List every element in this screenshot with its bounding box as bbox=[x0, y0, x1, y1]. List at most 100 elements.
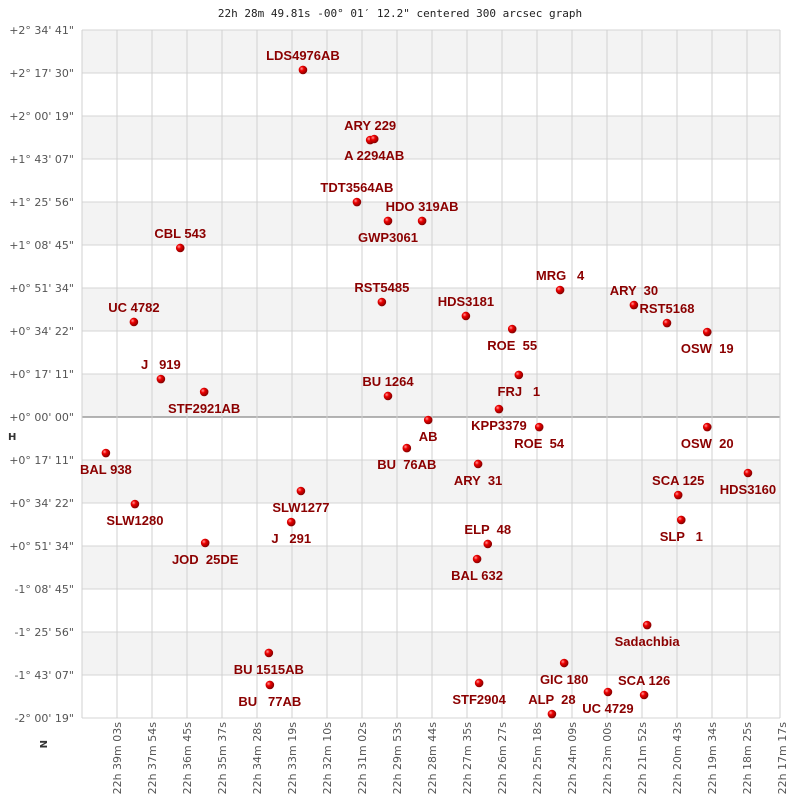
star[interactable]: RST5168 bbox=[640, 301, 695, 328]
star[interactable]: ROE 54 bbox=[514, 422, 565, 451]
star[interactable]: ARY 30 bbox=[610, 283, 658, 310]
star[interactable]: OSW 20 bbox=[681, 422, 734, 451]
star-marker[interactable] bbox=[702, 327, 712, 337]
star-marker[interactable] bbox=[175, 243, 185, 253]
star[interactable]: TDT3564AB bbox=[320, 180, 393, 207]
star[interactable]: STF2921AB bbox=[168, 387, 240, 416]
star-marker[interactable] bbox=[676, 515, 686, 525]
star-marker[interactable] bbox=[555, 285, 565, 295]
star-marker[interactable] bbox=[402, 443, 412, 453]
star[interactable]: SCA 125 bbox=[652, 473, 704, 500]
star[interactable]: SLW1280 bbox=[106, 499, 163, 528]
star-marker[interactable] bbox=[474, 678, 484, 688]
star-marker[interactable] bbox=[423, 415, 433, 425]
row-band bbox=[82, 503, 780, 546]
star[interactable]: RST5485 bbox=[354, 280, 409, 307]
star[interactable]: GWP3061 bbox=[358, 216, 418, 245]
star-marker[interactable] bbox=[507, 324, 517, 334]
star[interactable]: UC 4729 bbox=[582, 687, 634, 716]
star[interactable]: SLP 1 bbox=[660, 515, 703, 544]
star[interactable]: HDS3160 bbox=[720, 468, 776, 497]
star[interactable]: BU 77AB bbox=[238, 680, 301, 709]
x-tick-label: 22h 36m 45s bbox=[181, 722, 194, 795]
star[interactable]: MRG 4 bbox=[536, 268, 585, 295]
y-tick-label: +0° 00' 00" bbox=[9, 411, 74, 424]
star-marker[interactable] bbox=[673, 490, 683, 500]
row-band bbox=[82, 675, 780, 718]
star-marker[interactable] bbox=[642, 620, 652, 630]
star-marker[interactable] bbox=[298, 65, 308, 75]
star-marker[interactable] bbox=[265, 680, 275, 690]
star-marker[interactable] bbox=[264, 648, 274, 658]
star-marker[interactable] bbox=[639, 690, 649, 700]
star-marker[interactable] bbox=[559, 658, 569, 668]
star[interactable]: KPP3379 bbox=[471, 404, 527, 433]
star[interactable]: HDS3181 bbox=[438, 294, 494, 321]
x-tick-label: 22h 23m 00s bbox=[601, 722, 614, 795]
star[interactable]: FRJ 1 bbox=[498, 370, 541, 399]
star-marker[interactable] bbox=[461, 311, 471, 321]
star-marker[interactable] bbox=[129, 317, 139, 327]
star-marker[interactable] bbox=[514, 370, 524, 380]
y-tick-label: +1° 43' 07" bbox=[9, 153, 74, 166]
star-marker[interactable] bbox=[383, 391, 393, 401]
star-marker[interactable] bbox=[352, 197, 362, 207]
star[interactable]: UC 4782 bbox=[108, 300, 160, 327]
star-label: A 2294AB bbox=[344, 148, 404, 163]
star[interactable]: ROE 55 bbox=[487, 324, 537, 353]
star-marker[interactable] bbox=[199, 387, 209, 397]
star[interactable]: J 919 bbox=[141, 357, 181, 384]
star[interactable]: A 2294AB bbox=[344, 134, 404, 163]
star-marker[interactable] bbox=[296, 486, 306, 496]
star[interactable]: AB bbox=[419, 415, 438, 444]
star[interactable]: ARY 31 bbox=[454, 459, 502, 488]
star[interactable]: GIC 180 bbox=[540, 658, 588, 687]
star-label: HDS3181 bbox=[438, 294, 494, 309]
star-marker[interactable] bbox=[494, 404, 504, 414]
star[interactable]: HDO 319AB bbox=[386, 199, 459, 226]
star-marker[interactable] bbox=[200, 538, 210, 548]
star[interactable]: Sadachbia bbox=[615, 620, 681, 649]
star[interactable]: SLW1277 bbox=[272, 486, 329, 515]
star-marker[interactable] bbox=[702, 422, 712, 432]
star-label: SLP 1 bbox=[660, 529, 703, 544]
star[interactable]: STF2904 bbox=[452, 678, 507, 707]
star-marker[interactable] bbox=[417, 216, 427, 226]
star[interactable]: BU 1515AB bbox=[234, 648, 304, 677]
star-marker[interactable] bbox=[101, 448, 111, 458]
star-marker[interactable] bbox=[369, 134, 379, 144]
star[interactable]: JOD 25DE bbox=[172, 538, 239, 567]
star[interactable]: BAL 632 bbox=[451, 554, 503, 583]
star-marker[interactable] bbox=[743, 468, 753, 478]
row-bands bbox=[82, 30, 780, 718]
star-marker[interactable] bbox=[156, 374, 166, 384]
star[interactable]: BU 1264 bbox=[362, 374, 414, 401]
star[interactable]: BAL 938 bbox=[80, 448, 132, 477]
star[interactable]: LDS4976AB bbox=[266, 48, 340, 75]
star[interactable]: ELP 48 bbox=[464, 522, 511, 549]
star-marker[interactable] bbox=[603, 687, 613, 697]
star[interactable]: BU 76AB bbox=[377, 443, 436, 472]
star-marker[interactable] bbox=[130, 499, 140, 509]
x-tick-label: 22h 28m 44s bbox=[426, 722, 439, 795]
star-marker[interactable] bbox=[534, 422, 544, 432]
star[interactable]: CBL 543 bbox=[154, 226, 206, 253]
star[interactable]: SCA 126 bbox=[618, 673, 670, 700]
y-tick-label: -1° 43' 07" bbox=[14, 669, 74, 682]
row-band bbox=[82, 30, 780, 73]
star-marker[interactable] bbox=[377, 297, 387, 307]
star-marker[interactable] bbox=[383, 216, 393, 226]
star-marker[interactable] bbox=[662, 318, 672, 328]
star-marker[interactable] bbox=[547, 709, 557, 719]
star-marker[interactable] bbox=[483, 539, 493, 549]
star-marker[interactable] bbox=[472, 554, 482, 564]
star[interactable]: J 291 bbox=[271, 517, 311, 546]
x-tick-label: 22h 21m 52s bbox=[636, 722, 649, 795]
star-marker[interactable] bbox=[286, 517, 296, 527]
star[interactable]: OSW 19 bbox=[681, 327, 734, 356]
star[interactable]: ALP 28 bbox=[528, 692, 576, 719]
y-tick-label: +1° 08' 45" bbox=[9, 239, 74, 252]
star-label: HDS3160 bbox=[720, 482, 776, 497]
star-marker[interactable] bbox=[473, 459, 483, 469]
star-marker[interactable] bbox=[629, 300, 639, 310]
